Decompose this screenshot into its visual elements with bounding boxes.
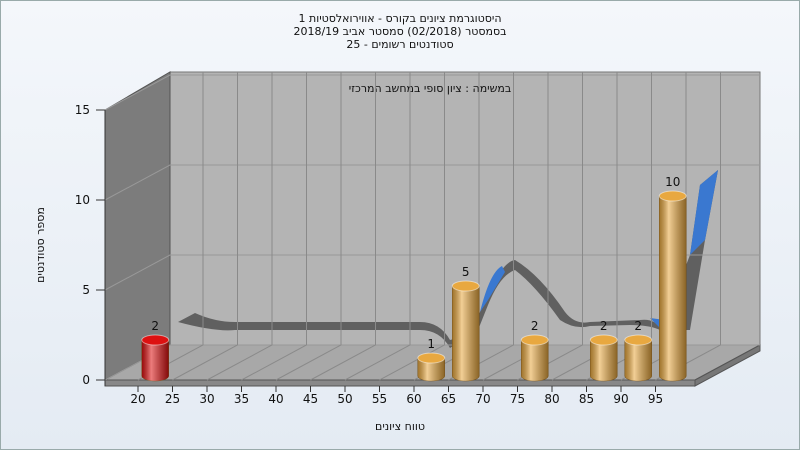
- title-line: סטודנטים רשומים - 25: [346, 38, 453, 51]
- bar-top: [520, 334, 549, 346]
- side-wall: [104, 71, 171, 381]
- bar: [141, 334, 170, 382]
- bar-top: [451, 280, 480, 292]
- y-tick-label: 15: [75, 103, 90, 117]
- x-axis-label: טווח ציונים: [375, 420, 425, 433]
- bar-shade: [452, 286, 480, 381]
- x-tick-label: 30: [199, 392, 214, 406]
- grid-line: [379, 72, 445, 381]
- floor-edge: [694, 344, 761, 387]
- x-tick-label: 95: [648, 392, 663, 406]
- x-tick-label: 40: [268, 392, 283, 406]
- grid-line: [104, 74, 760, 111]
- value-label: 2: [151, 319, 159, 333]
- x-tick-label: 50: [337, 392, 352, 406]
- y-axis-label: מספר סטודנטים: [34, 207, 47, 283]
- value-label: 5: [462, 265, 470, 279]
- value-label: 2: [600, 319, 608, 333]
- x-tick-label: 45: [303, 392, 318, 406]
- grid-line: [104, 344, 760, 381]
- grid-line: [310, 72, 376, 381]
- value-label: 1: [427, 337, 435, 351]
- x-tick-label: 20: [130, 392, 145, 406]
- bar: [624, 334, 653, 382]
- bar-shade: [659, 196, 687, 381]
- x-tick-label: 90: [613, 392, 628, 406]
- x-tick-label: 70: [475, 392, 490, 406]
- title-line: היסטוגרמת ציונים בקורס - אווירואלסטיות 1: [298, 12, 501, 25]
- x-tick-label: 80: [544, 392, 559, 406]
- bar-shade: [624, 340, 652, 381]
- title: היסטוגרמת ציונים בקורס - אווירואלסטיות 1…: [293, 12, 506, 51]
- y-tick-label: 5: [82, 283, 90, 297]
- y-tick-label: 10: [75, 193, 90, 207]
- bar-shade: [417, 358, 445, 381]
- bar: [589, 334, 618, 382]
- bar: [520, 334, 549, 382]
- x-tick-label: 25: [165, 392, 180, 406]
- x-tick-label: 65: [441, 392, 456, 406]
- bar-shade: [521, 340, 549, 381]
- x-tick-label: 85: [579, 392, 594, 406]
- title-line: בסמסטר (02/2018) סמסטר אביב 2018/19: [293, 25, 506, 38]
- grid-line: [275, 72, 342, 381]
- bar-top: [624, 334, 653, 346]
- value-label: 2: [531, 319, 539, 333]
- x-tick-label: 60: [406, 392, 421, 406]
- bar-top: [589, 334, 618, 346]
- bar-top: [141, 334, 170, 346]
- bar: [658, 190, 687, 382]
- value-label: 10: [665, 175, 680, 189]
- bar-top: [417, 352, 446, 364]
- distribution-ribbon: [178, 170, 718, 348]
- grid-line: [104, 254, 760, 291]
- value-label: 2: [634, 319, 642, 333]
- bar: [451, 280, 480, 382]
- grid-line: [241, 72, 307, 381]
- x-tick-label: 75: [510, 392, 525, 406]
- bar: [417, 352, 446, 382]
- bar-shade: [590, 340, 618, 381]
- subtitle: במשימה : ציון סופי במחשב המרכזי: [349, 82, 512, 95]
- grid-line: [104, 164, 760, 201]
- bar-top: [658, 190, 687, 202]
- x-tick-label: 35: [234, 392, 249, 406]
- grid-line: [344, 72, 411, 381]
- x-tick-label: 55: [372, 392, 387, 406]
- y-tick-label: 0: [82, 373, 90, 387]
- bar-shade: [141, 340, 169, 382]
- grid-line: [172, 72, 238, 381]
- grid-line: [206, 72, 273, 381]
